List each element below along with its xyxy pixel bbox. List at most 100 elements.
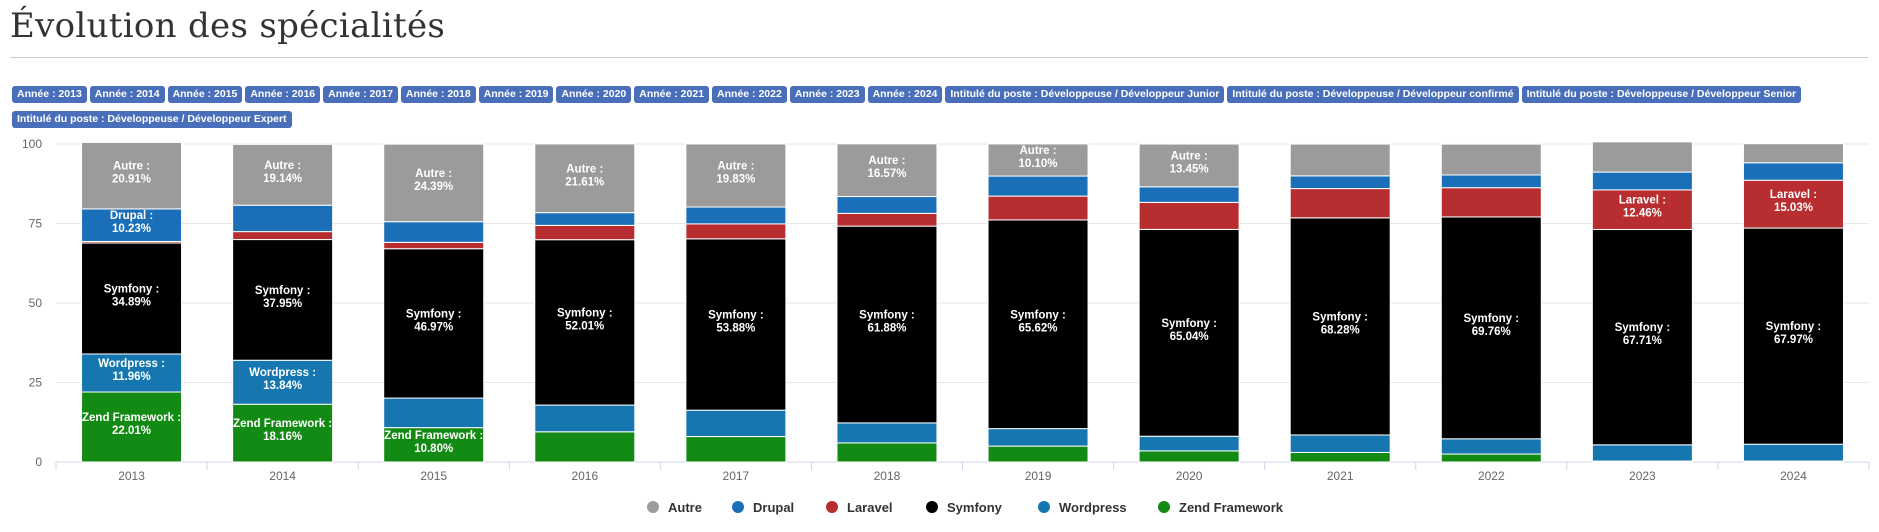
x-tick-label: 2022 [1478, 469, 1505, 483]
bar-segment [1440, 438, 1542, 455]
data-label: Symfony :37.95% [255, 285, 311, 310]
x-tick-label: 2019 [1025, 469, 1052, 483]
legend-marker [926, 501, 938, 513]
legend-item[interactable]: Autre [647, 500, 702, 515]
filter-badge[interactable]: Année : 2020 [556, 86, 632, 103]
bar-segment [1138, 143, 1240, 188]
filter-badge[interactable]: Intitulé du poste : Développeuse / Dével… [12, 111, 292, 128]
bar-segment [1742, 179, 1844, 229]
bar-segment [1591, 141, 1693, 173]
bar-segment [534, 239, 636, 406]
filter-badge[interactable]: Année : 2016 [245, 86, 321, 103]
bar-segment [383, 397, 485, 429]
bar-segment [685, 206, 787, 225]
bar-segment [1742, 162, 1844, 181]
bar-segment [1440, 216, 1542, 440]
data-label: Symfony :52.01% [557, 307, 613, 332]
filter-badge[interactable]: Intitulé du poste : Développeuse / Dével… [945, 86, 1225, 103]
filter-badge[interactable]: Année : 2015 [167, 86, 243, 103]
bar-segment [1289, 217, 1391, 436]
legend-item[interactable]: Symfony [926, 500, 1003, 515]
legend-label: Symfony [947, 500, 1003, 515]
legend-item[interactable]: Laravel [826, 500, 893, 515]
bar-segment [1138, 450, 1240, 463]
y-tick-label: 100 [22, 137, 42, 151]
bar-segment [1440, 187, 1542, 218]
bar-segment [81, 141, 183, 210]
filter-badge[interactable]: Année : 2017 [323, 86, 398, 103]
bar-segment [1591, 189, 1693, 231]
data-label: Symfony :65.62% [1010, 309, 1066, 334]
bar-segment [987, 195, 1089, 221]
bar-segment [383, 221, 485, 243]
data-label: Autre :20.91% [112, 161, 151, 186]
legend-item[interactable]: Zend Framework [1158, 500, 1284, 515]
x-tick-label: 2020 [1176, 469, 1203, 483]
y-axis: 0 25 50 75 100 [22, 137, 42, 469]
bar-segment [232, 403, 334, 463]
page-title: Évolution des spécialités [10, 6, 446, 46]
data-label: Zend Framework :22.01% [82, 412, 181, 437]
bar-segment [836, 196, 938, 214]
legend-marker [1158, 501, 1170, 513]
bar-segment [685, 223, 787, 240]
bar-segment [383, 427, 485, 463]
bar-segment [1742, 143, 1844, 164]
bar-segment [232, 231, 334, 241]
bar-segment [534, 143, 636, 214]
bar-segment [685, 238, 787, 411]
y-tick-label: 25 [29, 376, 43, 390]
data-label: Symfony :61.88% [859, 309, 915, 334]
bar-segment [1742, 227, 1844, 445]
bar-segment [534, 431, 636, 463]
x-tick-label: 2014 [269, 469, 296, 483]
bar-segment [81, 353, 183, 393]
filter-badge[interactable]: Année : 2014 [89, 86, 165, 103]
data-label: Autre :13.45% [1170, 150, 1209, 175]
bar-segment [232, 143, 334, 206]
filter-badge[interactable]: Intitulé du poste : Développeuse / Dével… [1227, 86, 1519, 103]
bar-segment [1138, 435, 1240, 452]
bars [81, 141, 1844, 463]
legend-item[interactable]: Wordpress [1038, 500, 1127, 515]
legend-label: Zend Framework [1179, 500, 1284, 515]
data-label: Autre :19.83% [716, 160, 755, 185]
x-tick-label: 2023 [1629, 469, 1656, 483]
legend-marker [647, 501, 659, 513]
data-label: Symfony :34.89% [104, 284, 160, 309]
data-label: Symfony :69.76% [1463, 313, 1519, 338]
bar-segment [987, 428, 1089, 447]
bar-segment [1742, 443, 1844, 462]
bar-segment [836, 212, 938, 227]
data-labels: Autre :20.91% Drupal :10.23% Symfony :34.8… [82, 145, 1821, 455]
legend-label: Laravel [847, 500, 893, 515]
filter-badge[interactable]: Intitulé du poste : Développeuse / Dével… [1521, 86, 1802, 103]
data-label: Wordpress :11.96% [98, 358, 165, 383]
bar-segment [987, 143, 1089, 177]
data-label: Laravel :15.03% [1770, 189, 1817, 214]
filter-badge[interactable]: Année : 2021 [634, 86, 710, 103]
bar-segment [1440, 143, 1542, 176]
bar-segment [383, 241, 485, 250]
data-label: Autre :10.10% [1019, 145, 1058, 170]
bar-segment [836, 422, 938, 444]
filter-badge[interactable]: Année : 2022 [712, 86, 787, 103]
x-tick-label: 2013 [118, 469, 145, 483]
data-label: Symfony :67.97% [1766, 321, 1822, 346]
legend-label: Autre [668, 500, 702, 515]
bar-segment [383, 143, 485, 223]
legend-marker [732, 501, 744, 513]
filter-badge[interactable]: Année : 2018 [400, 86, 476, 103]
data-label: Wordpress :13.84% [249, 367, 316, 392]
legend-item[interactable]: Drupal [732, 500, 794, 515]
filter-badge[interactable]: Année : 2024 [867, 86, 943, 103]
bar-segment [836, 143, 938, 198]
filter-bar: Année : 2013 Année : 2014 Année : 2015 Anné… [12, 82, 1872, 132]
bar-segment [1591, 229, 1693, 446]
filter-badge[interactable]: Année : 2023 [789, 86, 865, 103]
bar-segment [836, 442, 938, 463]
data-label: Autre :16.57% [867, 155, 906, 180]
filter-badge[interactable]: Année : 2019 [478, 86, 554, 103]
filter-badge[interactable]: Année : 2013 [12, 86, 87, 103]
bar-segment [1440, 174, 1542, 189]
